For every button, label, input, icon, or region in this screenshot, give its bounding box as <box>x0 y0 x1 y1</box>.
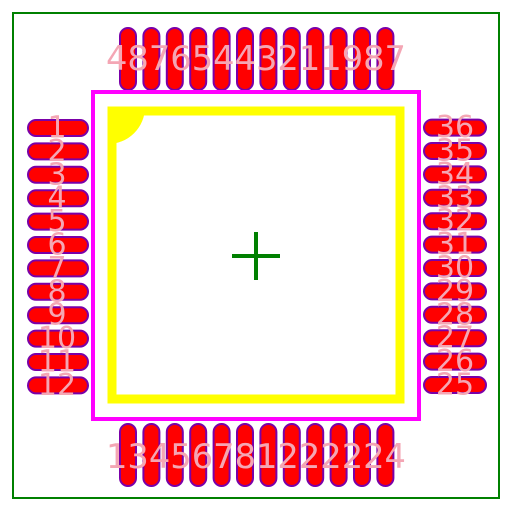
pin-label-34: 34 <box>436 157 474 192</box>
pin-label-5: 5 <box>47 204 66 239</box>
pad-21 <box>306 423 325 487</box>
pin-label-33: 33 <box>436 180 474 215</box>
pad-36 <box>423 118 487 137</box>
pad-5 <box>27 212 89 231</box>
pad-11 <box>27 353 89 371</box>
pad-16 <box>189 423 208 487</box>
pad-28 <box>423 305 487 324</box>
pin-label-7: 7 <box>47 251 66 286</box>
pad-34 <box>423 165 487 184</box>
pad-18 <box>236 423 254 487</box>
pad-33 <box>423 188 487 207</box>
pad-group <box>27 27 487 487</box>
silkscreen-body-outline <box>107 106 405 404</box>
pin-label-30: 30 <box>436 251 474 286</box>
bottom-pin-labels: 13456781222224 <box>106 437 406 477</box>
pad-23 <box>353 423 371 487</box>
pad-30 <box>423 259 487 277</box>
pad-3 <box>27 165 89 184</box>
pin-label-29: 29 <box>436 274 474 309</box>
pad-27 <box>423 329 487 348</box>
pin-label-32: 32 <box>436 204 474 239</box>
pin-label-12: 12 <box>38 368 76 403</box>
pad-10 <box>27 329 89 348</box>
pin-label-28: 28 <box>436 297 474 332</box>
pad-19 <box>259 423 278 487</box>
pin1-marker <box>108 107 145 144</box>
pad-26 <box>423 352 487 371</box>
pin-label-26: 26 <box>436 344 474 379</box>
pad-32 <box>423 212 487 231</box>
pin-label-25: 25 <box>436 368 474 403</box>
pin-label-10: 10 <box>38 321 76 356</box>
pin-label-3: 3 <box>47 157 66 192</box>
pin-label-8: 8 <box>47 274 66 309</box>
pad-1 <box>27 119 89 137</box>
pin-label-2: 2 <box>47 134 66 169</box>
pin-label-27: 27 <box>436 321 474 356</box>
pad-22 <box>329 423 348 487</box>
pad-35 <box>423 142 487 160</box>
pad-2 <box>27 142 89 161</box>
pad-7 <box>27 259 89 278</box>
pin-label-6: 6 <box>47 228 66 263</box>
pad-14 <box>142 423 161 487</box>
pad-31 <box>423 235 487 254</box>
pad-4 <box>27 189 89 208</box>
assembly-outline <box>91 90 421 421</box>
pin-label-11: 11 <box>38 345 76 380</box>
pad-25 <box>423 376 487 394</box>
pin-label-9: 9 <box>47 298 66 333</box>
crosshair-icon <box>232 232 280 280</box>
pin-label-1: 1 <box>47 111 66 146</box>
pad-17 <box>212 423 231 487</box>
pad-29 <box>423 282 487 301</box>
courtyard-outline <box>12 12 500 499</box>
pad-8 <box>27 282 89 301</box>
pad-20 <box>282 423 301 487</box>
pad-13 <box>119 423 137 487</box>
pin-label-31: 31 <box>436 227 474 262</box>
top-pin-labels: 48765443211987 <box>106 39 406 79</box>
pin-label-36: 36 <box>436 110 474 145</box>
pin-label-35: 35 <box>436 134 474 169</box>
pin-label-4: 4 <box>47 181 66 216</box>
pad-24 <box>376 423 395 487</box>
pad-12 <box>27 376 89 395</box>
pad-15 <box>165 423 184 487</box>
pad-6 <box>27 236 89 254</box>
pad-9 <box>27 306 89 325</box>
